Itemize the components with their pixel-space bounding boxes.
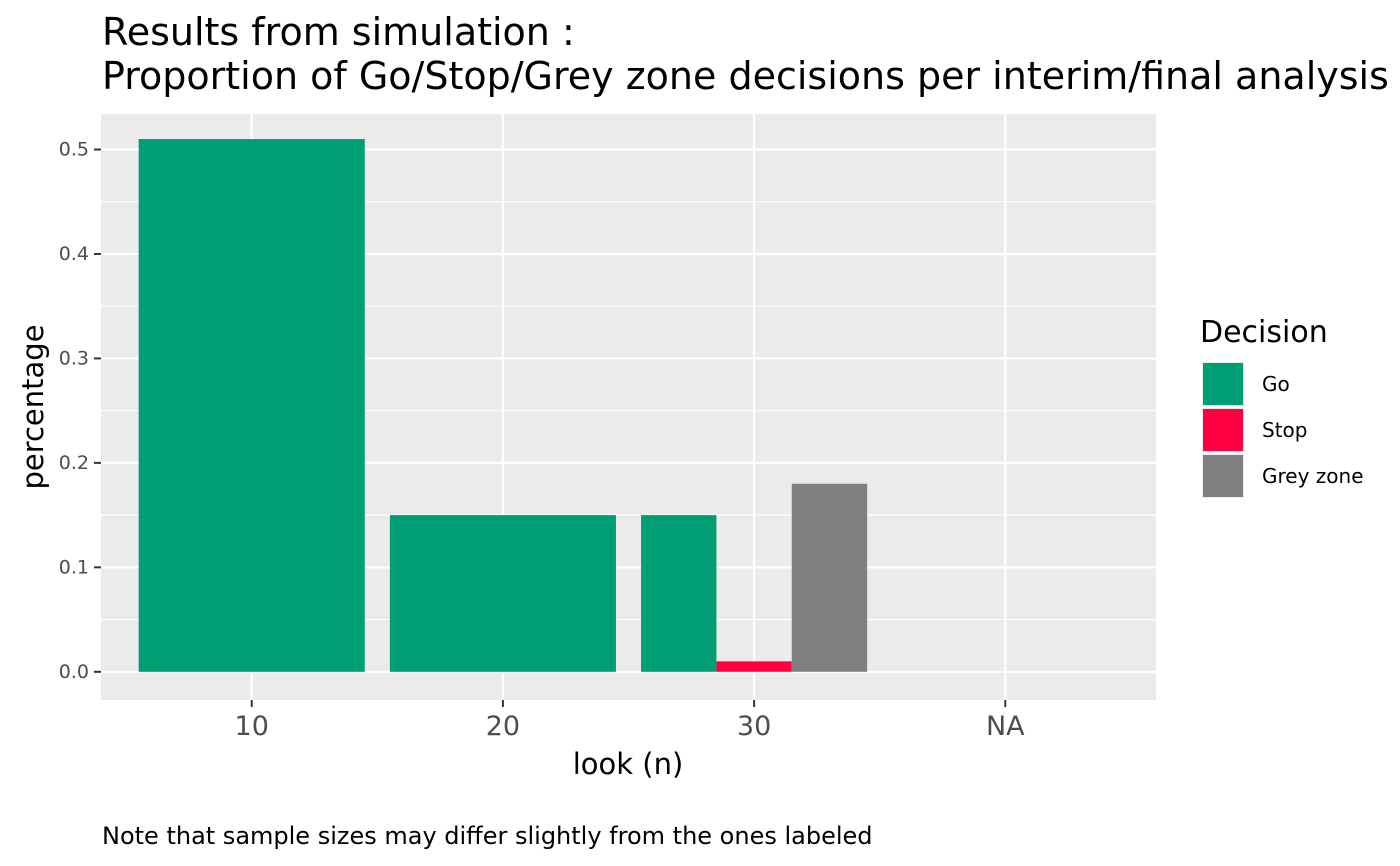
chart-caption: Note that sample sizes may differ slight… xyxy=(102,822,873,850)
y-tick-label: 0.4 xyxy=(59,243,89,265)
x-tick-label: 20 xyxy=(486,711,520,742)
y-tick-label: 0.1 xyxy=(59,556,89,578)
bar-stop-30 xyxy=(716,661,792,672)
legend-key-grey-zone xyxy=(1203,455,1243,497)
y-tick-label: 0.3 xyxy=(59,347,89,369)
bar-go-30 xyxy=(641,515,717,672)
y-tick-label: 0.2 xyxy=(59,452,89,474)
x-tick-label: 30 xyxy=(737,711,771,742)
bars xyxy=(138,139,868,672)
x-axis: 10 20 30 NA xyxy=(235,700,1025,742)
chart-title: Results from simulation : xyxy=(102,10,575,54)
bar-grey-zone-30 xyxy=(791,483,868,672)
y-axis-title: percentage xyxy=(16,324,50,489)
legend-key-go xyxy=(1203,363,1243,405)
bar-go-20 xyxy=(389,515,616,672)
x-tick-label: 10 xyxy=(235,711,269,742)
legend-title: Decision xyxy=(1200,315,1328,350)
x-tick-label: NA xyxy=(986,711,1025,742)
legend-label-grey-zone: Grey zone xyxy=(1262,464,1364,488)
x-axis-title: look (n) xyxy=(573,747,684,781)
legend-label-go: Go xyxy=(1262,372,1290,396)
chart-subtitle: Proportion of Go/Stop/Grey zone decision… xyxy=(102,54,1389,98)
y-axis: 0.0 0.1 0.2 0.3 0.4 0.5 xyxy=(59,139,101,683)
bar-go-10 xyxy=(138,139,365,672)
y-tick-label: 0.5 xyxy=(59,139,89,161)
legend-label-stop: Stop xyxy=(1262,418,1307,442)
legend-key-stop xyxy=(1203,409,1243,451)
legend: Decision Go Stop Grey zone xyxy=(1200,315,1364,498)
y-tick-label: 0.0 xyxy=(59,661,89,683)
